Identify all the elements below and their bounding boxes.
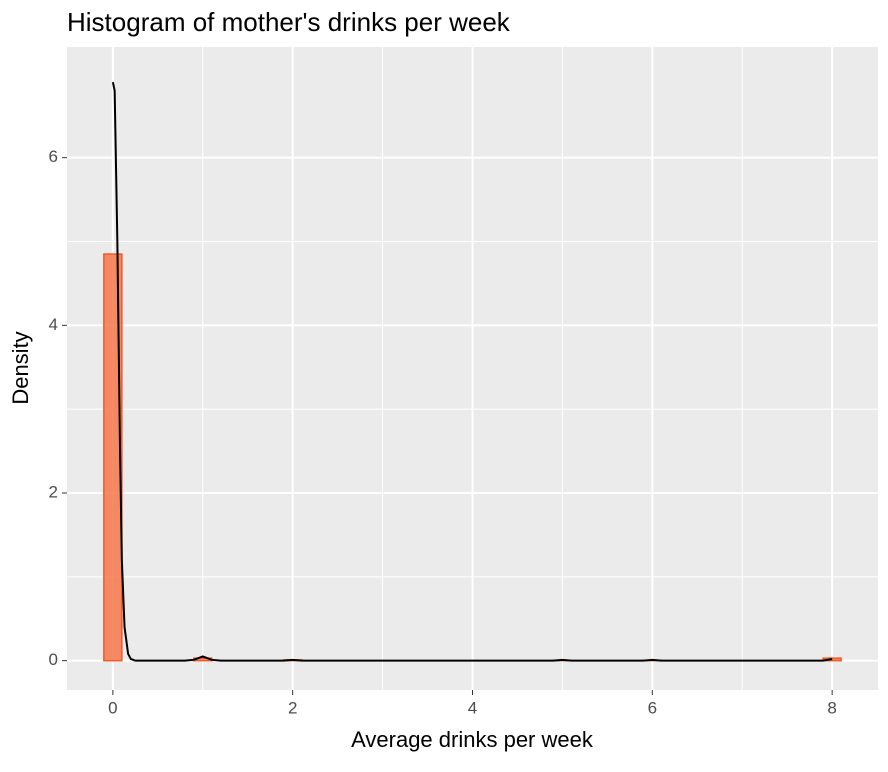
x-tick-label: 4	[468, 698, 477, 717]
x-axis-title: Average drinks per week	[351, 727, 594, 752]
y-tick-label: 2	[49, 482, 58, 501]
x-tick-label: 8	[827, 698, 836, 717]
y-tick-label: 4	[49, 315, 58, 334]
y-tick-label: 6	[49, 147, 58, 166]
y-axis-title: Density	[8, 331, 33, 404]
x-tick-label: 6	[648, 698, 657, 717]
y-tick-label: 0	[49, 650, 58, 669]
chart-title: Histogram of mother's drinks per week	[67, 7, 511, 37]
x-tick-label: 0	[108, 698, 117, 717]
x-tick-label: 2	[288, 698, 297, 717]
